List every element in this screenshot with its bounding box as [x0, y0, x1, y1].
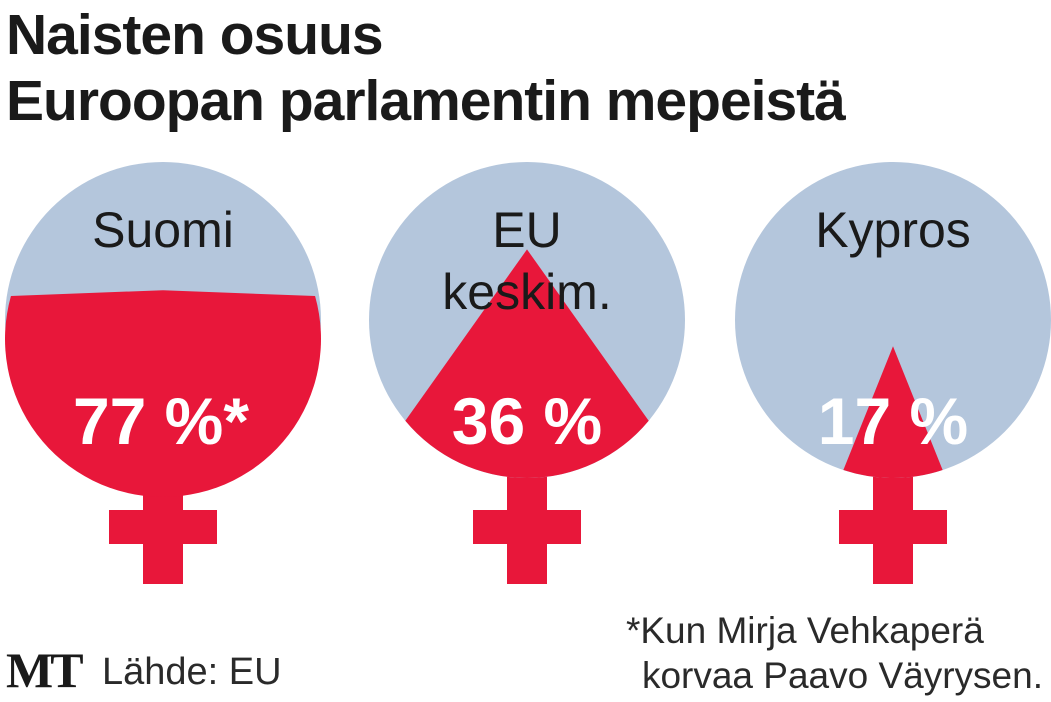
category-label: Suomi — [92, 202, 234, 258]
category-label: Kypros — [815, 202, 971, 258]
category-label: EU — [492, 202, 561, 258]
men-share-area — [735, 162, 1051, 478]
source-note: Lähde: EU — [102, 651, 282, 693]
venus-chart-2: EU keskim. 36 % — [369, 162, 685, 584]
venus-crossbar — [473, 510, 581, 544]
footnote: *Kun Mirja Vehkaperä korvaa Paavo Väyrys… — [626, 608, 1043, 698]
chart-title-line-2: Euroopan parlamentin mepeistä — [6, 69, 846, 133]
women-share-area — [843, 346, 943, 479]
venus-chart-1: Suomi 77 %* — [5, 162, 322, 584]
value-label: 77 %* — [73, 384, 249, 458]
chart-title-line-1: Naisten osuus — [6, 3, 384, 67]
mt-logo: MT — [6, 642, 84, 698]
venus-crossbar — [839, 510, 947, 544]
venus-crossbar — [109, 510, 217, 544]
women-share-area — [5, 290, 322, 497]
value-label: 36 % — [452, 384, 602, 458]
chart-title: Naisten osuus Euroopan parlamentin mepei… — [6, 2, 846, 134]
venus-chart-3: Kypros 17 % — [735, 162, 1051, 584]
value-label: 17 % — [818, 384, 968, 458]
women-share-area — [405, 249, 649, 479]
category-label: keskim. — [442, 264, 611, 320]
footnote-line-1: *Kun Mirja Vehkaperä — [625, 610, 984, 651]
footnote-line-2: korvaa Paavo Väyrysen. — [641, 655, 1043, 696]
